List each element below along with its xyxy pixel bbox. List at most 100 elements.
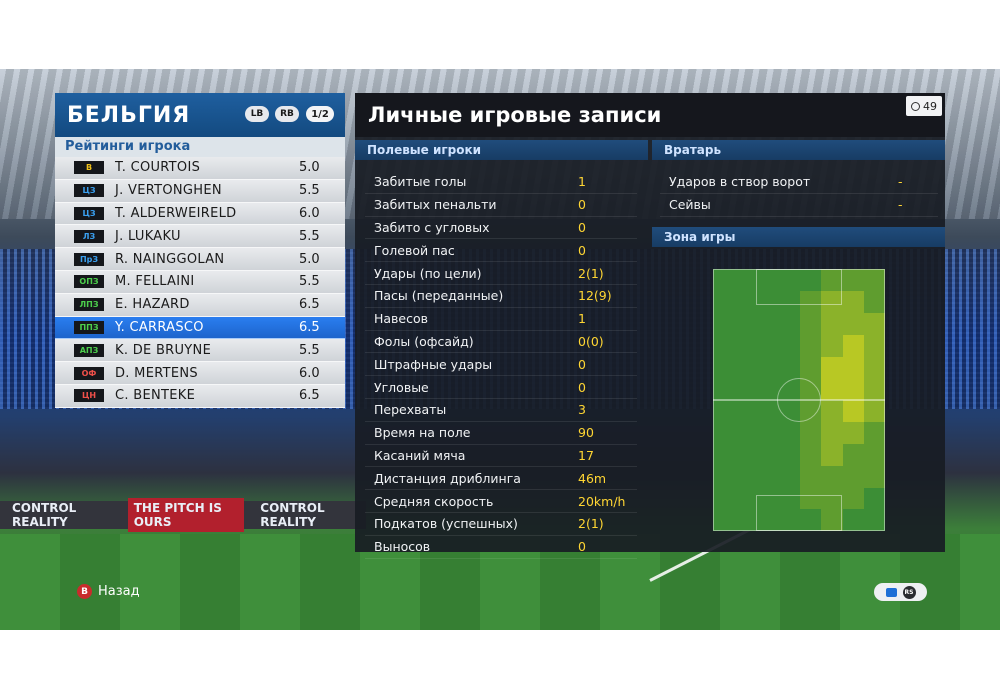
player-name: K. DE BRUYNE <box>115 342 212 358</box>
stat-row: Удары (по цели) 2(1) <box>365 262 637 285</box>
rs-button-icon: RS <box>902 585 916 599</box>
heatmap-cell <box>756 421 778 444</box>
position-badge: ЦН <box>74 389 104 403</box>
heatmap-cell <box>799 465 821 488</box>
stat-row: Фолы (офсайд) 0(0) <box>365 331 637 354</box>
heatmap-cell <box>734 290 757 313</box>
advertising-boards: CONTROL REALITY THE PITCH IS OURS CONTRO… <box>0 498 366 532</box>
clock-icon <box>911 101 920 111</box>
player-row[interactable]: В T. COURTOIS 5.0 <box>55 157 345 180</box>
rb-button-hint[interactable]: RB <box>275 106 299 122</box>
player-name: J. LUKAKU <box>115 228 181 244</box>
heatmap-cell <box>777 356 800 379</box>
back-control[interactable]: B Назад <box>77 584 140 599</box>
heatmap-cell <box>734 421 757 444</box>
player-row[interactable]: ППЗ Y. CARRASCO 6.5 <box>55 316 345 340</box>
heatmap-cell <box>820 400 843 422</box>
heatmap-cell <box>820 465 843 488</box>
gk-stat-label: Ударов в створ ворот <box>669 174 811 190</box>
play-zone-heatmap <box>713 269 885 531</box>
heatmap-cell <box>799 312 821 335</box>
heatmap-cell <box>842 312 864 335</box>
heatmap-cell <box>863 269 885 291</box>
lb-button-hint[interactable]: LB <box>245 106 269 122</box>
stat-row: Подкатов (успешных) 2(1) <box>365 513 637 536</box>
player-rating: 5.5 <box>299 228 320 244</box>
player-row[interactable]: ОПЗ M. FELLAINI 5.5 <box>55 270 345 294</box>
match-timer: 49 <box>906 96 942 116</box>
heatmap-cell <box>756 269 778 291</box>
stat-row: Дистанция дриблинга 46m <box>365 467 637 491</box>
stat-value: 17 <box>578 447 594 463</box>
heatmap-cell <box>777 312 800 335</box>
heatmap-cell <box>713 443 735 466</box>
player-rating: 5.5 <box>299 183 320 199</box>
heatmap-cell <box>842 509 864 531</box>
heatmap-cell <box>799 269 821 291</box>
stat-label: Голевой пас <box>374 242 455 258</box>
heatmap-cell <box>713 334 735 357</box>
stat-row: Навесов 1 <box>365 308 637 331</box>
heatmap-cell <box>842 334 864 357</box>
heatmap-cell <box>713 356 735 379</box>
stat-row: Забито с угловых 0 <box>365 217 637 240</box>
position-badge: АПЗ <box>74 343 104 357</box>
stat-value: 2(1) <box>578 516 604 532</box>
heatmap-cell <box>734 378 757 401</box>
gk-stat-row: Сейвы - <box>660 194 938 217</box>
heatmap-cell <box>863 312 885 335</box>
heatmap-cell <box>713 421 735 444</box>
field-stats-list: Забитые голы 1 Забитых пенальти 0 Забито с у… <box>365 171 637 559</box>
heatmap-cell <box>820 378 843 401</box>
stat-value: 90 <box>578 425 594 441</box>
heatmap-cell <box>734 400 757 422</box>
stat-value: 2(1) <box>578 265 604 281</box>
stat-value: 12(9) <box>578 288 612 304</box>
heatmap-cell <box>756 465 778 488</box>
heatmap-cell <box>777 443 800 466</box>
stat-row: Выносов 0 <box>365 536 637 559</box>
heatmap-cell <box>820 421 843 444</box>
heatmap-cell <box>777 269 800 291</box>
heatmap-cell <box>734 269 757 291</box>
ratings-title: Рейтинги игрока <box>55 137 345 157</box>
player-row[interactable]: ЦЗ J. VERTONGHEN 5.5 <box>55 179 345 203</box>
stat-label: Навесов <box>374 311 429 327</box>
back-label: Назад <box>98 584 140 599</box>
heatmap-cell <box>799 334 821 357</box>
player-row[interactable]: АПЗ K. DE BRUYNE 5.5 <box>55 339 345 363</box>
player-name: M. FELLAINI <box>115 274 195 290</box>
player-row[interactable]: ЛПЗ E. HAZARD 6.5 <box>55 293 345 317</box>
stat-label: Выносов <box>374 539 431 555</box>
heatmap-cell <box>863 465 885 488</box>
gk-stat-row: Ударов в створ ворот - <box>660 171 938 194</box>
player-row[interactable]: ЦН C. BENTEKE 6.5 <box>55 384 345 408</box>
heatmap-cell <box>734 312 757 335</box>
stat-row: Время на поле 90 <box>365 422 637 445</box>
heatmap-cell <box>820 334 843 357</box>
stat-value: 3 <box>578 402 586 418</box>
stat-label: Подкатов (успешных) <box>374 516 518 532</box>
heatmap-cell <box>734 487 757 510</box>
player-name: T. ALDERWEIRELD <box>115 205 237 221</box>
player-row[interactable]: ПрЗ R. NAINGGOLAN 5.0 <box>55 248 345 271</box>
stat-value: 0 <box>578 356 586 372</box>
stat-label: Средняя скорость <box>374 493 494 509</box>
heatmap-cell <box>842 356 864 379</box>
chat-control[interactable]: RS <box>874 583 927 601</box>
heatmap-cell <box>820 356 843 379</box>
heatmap-cell <box>842 487 864 510</box>
player-row[interactable]: ЦЗ T. ALDERWEIRELD 6.0 <box>55 202 345 226</box>
stat-label: Время на поле <box>374 425 471 441</box>
heatmap-cell <box>756 509 778 531</box>
player-row[interactable]: ОФ D. MERTENS 6.0 <box>55 362 345 385</box>
stat-value: 0(0) <box>578 333 604 349</box>
heatmap-cell <box>777 334 800 357</box>
stat-label: Забито с угловых <box>374 219 490 235</box>
player-row[interactable]: ЛЗ J. LUKAKU 5.5 <box>55 225 345 249</box>
heatmap-cell <box>863 443 885 466</box>
page-indicator: 1/2 <box>306 106 334 122</box>
heatmap-cell <box>777 290 800 313</box>
team-name: БЕЛЬГИЯ <box>67 102 191 128</box>
heatmap-cell <box>734 465 757 488</box>
